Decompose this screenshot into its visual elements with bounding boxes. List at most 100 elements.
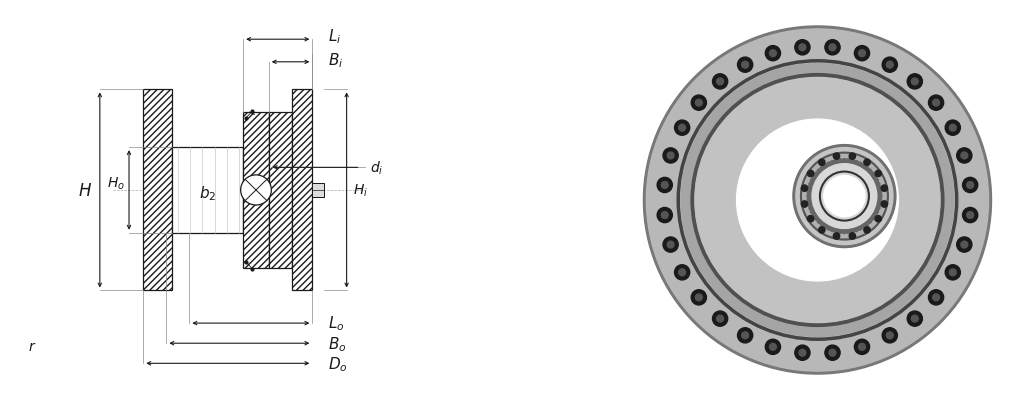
Circle shape (907, 75, 923, 90)
Circle shape (765, 339, 780, 354)
Circle shape (854, 339, 869, 354)
Circle shape (769, 344, 776, 350)
Circle shape (807, 216, 814, 222)
Circle shape (861, 224, 865, 229)
Circle shape (713, 311, 728, 326)
Circle shape (839, 160, 843, 164)
Circle shape (825, 41, 840, 56)
Circle shape (854, 161, 858, 166)
Circle shape (830, 228, 835, 232)
Circle shape (810, 179, 815, 184)
Circle shape (949, 269, 956, 276)
Circle shape (657, 178, 673, 193)
Text: H: H (78, 182, 91, 199)
Circle shape (825, 345, 840, 360)
Circle shape (737, 328, 753, 343)
Circle shape (799, 349, 806, 356)
Circle shape (876, 171, 882, 177)
Circle shape (858, 344, 865, 350)
Circle shape (818, 227, 825, 233)
Circle shape (827, 226, 831, 231)
Circle shape (675, 121, 690, 136)
Circle shape (854, 47, 869, 62)
Circle shape (857, 226, 862, 231)
Circle shape (956, 148, 972, 164)
Circle shape (812, 213, 817, 217)
Bar (292, 90, 312, 291)
Circle shape (820, 222, 824, 226)
Text: B$_o$: B$_o$ (328, 334, 346, 353)
Circle shape (864, 222, 868, 226)
Circle shape (869, 217, 874, 221)
Circle shape (861, 164, 865, 169)
Circle shape (668, 153, 674, 160)
Circle shape (849, 233, 855, 239)
Circle shape (869, 172, 874, 177)
Bar (143, 90, 171, 291)
Circle shape (809, 206, 813, 211)
Circle shape (846, 160, 851, 164)
Circle shape (824, 176, 865, 217)
Circle shape (643, 27, 991, 374)
Circle shape (876, 183, 880, 187)
Circle shape (695, 78, 940, 323)
Text: L$_i$: L$_i$ (328, 27, 341, 45)
Circle shape (881, 201, 888, 208)
Circle shape (812, 164, 877, 229)
Circle shape (829, 349, 836, 356)
Circle shape (835, 229, 839, 233)
Circle shape (717, 79, 724, 85)
Circle shape (864, 167, 868, 171)
Circle shape (815, 172, 819, 177)
Circle shape (737, 58, 753, 73)
Bar (244, 113, 268, 268)
Circle shape (933, 100, 939, 107)
Circle shape (646, 30, 988, 371)
Circle shape (808, 186, 812, 191)
Bar (268, 113, 292, 268)
Circle shape (717, 316, 724, 322)
Circle shape (823, 164, 827, 169)
Circle shape (679, 269, 685, 276)
Circle shape (878, 194, 882, 199)
Bar (171, 148, 244, 233)
Circle shape (929, 290, 944, 305)
Circle shape (933, 294, 939, 301)
Circle shape (883, 328, 897, 343)
Text: H$_i$: H$_i$ (353, 182, 369, 198)
Circle shape (878, 190, 882, 195)
Circle shape (945, 121, 961, 136)
Circle shape (850, 229, 854, 233)
Bar (292, 90, 312, 291)
Circle shape (907, 311, 923, 326)
Circle shape (807, 171, 814, 177)
Text: B$_i$: B$_i$ (328, 51, 343, 69)
Circle shape (695, 294, 702, 301)
Circle shape (835, 160, 839, 164)
Circle shape (877, 202, 881, 207)
Circle shape (679, 125, 685, 132)
Circle shape (945, 265, 961, 280)
Circle shape (857, 163, 862, 167)
Circle shape (963, 208, 978, 223)
Circle shape (741, 62, 749, 69)
Text: D$_o$: D$_o$ (328, 354, 347, 373)
Circle shape (657, 208, 673, 223)
Circle shape (858, 51, 865, 57)
Circle shape (867, 219, 871, 224)
Circle shape (878, 198, 882, 203)
Circle shape (663, 237, 678, 253)
Circle shape (842, 230, 847, 234)
Circle shape (967, 212, 974, 219)
Circle shape (864, 227, 870, 233)
Circle shape (881, 186, 888, 192)
Circle shape (796, 148, 893, 245)
Circle shape (849, 154, 855, 160)
Circle shape (842, 159, 847, 164)
Circle shape (963, 178, 978, 193)
Circle shape (807, 190, 812, 195)
Circle shape (802, 186, 808, 192)
Text: d$_i$: d$_i$ (370, 159, 383, 176)
Circle shape (793, 145, 896, 248)
Circle shape (765, 47, 780, 62)
